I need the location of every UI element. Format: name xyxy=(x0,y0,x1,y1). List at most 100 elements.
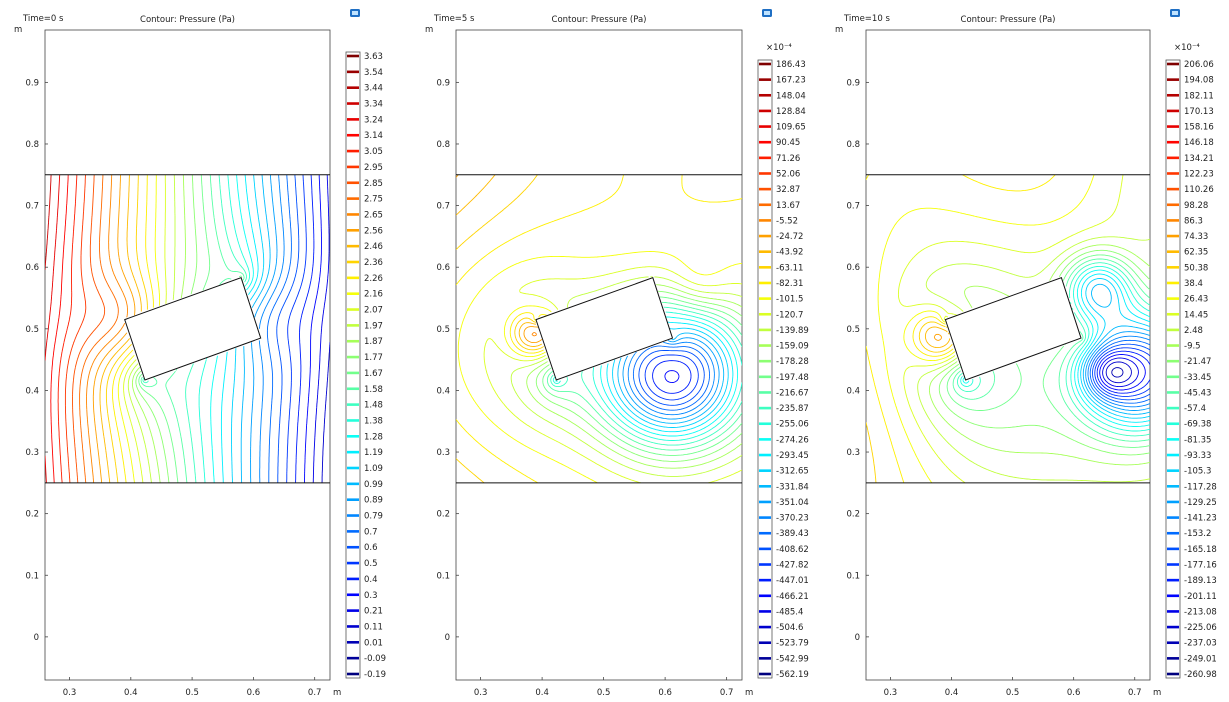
x-tick-label: 0.6 xyxy=(247,688,261,698)
colorbar-swatch xyxy=(1167,328,1179,332)
contour-level-21 xyxy=(928,244,1150,466)
colorbar-label: -43.92 xyxy=(776,248,803,258)
colorbar-label: -389.43 xyxy=(776,529,809,539)
colorbar-swatch xyxy=(759,391,771,394)
colorbar-label: 2.65 xyxy=(364,210,383,220)
colorbar-swatch xyxy=(347,545,359,549)
colorbar-swatch xyxy=(1167,672,1179,676)
colorbar-label: 0.5 xyxy=(364,559,378,569)
colorbar-swatch xyxy=(347,213,359,216)
colorbar-label: -0.19 xyxy=(364,670,386,680)
y-tick-label: 0.4 xyxy=(436,386,450,396)
colorbar-label: 122.23 xyxy=(1184,169,1214,179)
x-tick-label: 0.4 xyxy=(945,688,959,698)
colorbar-label: -237.03 xyxy=(1184,639,1217,649)
y-tick-label: 0.9 xyxy=(846,78,860,88)
colorbar-swatch xyxy=(759,578,771,582)
colorbar-swatch xyxy=(759,657,771,660)
contour-panel-2: Time=10 s Contour: Pressure (Pa) 0.3 0.4 0.5… xyxy=(835,9,1217,698)
colorbar-frame xyxy=(1165,59,1181,679)
export-image-icon[interactable] xyxy=(762,9,772,17)
colorbar-swatch xyxy=(759,172,771,175)
x-tick-label: 0.5 xyxy=(185,688,199,698)
colorbar-label: 3.44 xyxy=(364,84,383,94)
contour-level-20 xyxy=(135,174,198,483)
contour-level-10 xyxy=(258,174,285,483)
y-tick-label: 0.7 xyxy=(846,202,860,212)
colorbar-label: -120.7 xyxy=(776,310,803,320)
colorbar-swatch xyxy=(1167,500,1179,504)
colorbar-label: -201.11 xyxy=(1184,592,1217,602)
colorbar-label: -562.19 xyxy=(776,670,809,680)
colorbar-swatch xyxy=(1167,312,1179,316)
colorbar-swatch xyxy=(347,149,359,153)
colorbar-swatch xyxy=(759,328,771,332)
colorbar-swatch xyxy=(759,547,771,551)
y-tick-label: 0.1 xyxy=(25,571,39,581)
colorbar-label: -351.04 xyxy=(776,498,809,508)
contour-level-24 xyxy=(457,251,742,483)
colorbar-swatch xyxy=(759,156,771,160)
export-icon-screen xyxy=(764,11,770,15)
chart-title: Contour: Pressure (Pa) xyxy=(552,15,647,25)
contour-level-22 xyxy=(510,276,742,477)
colorbar-label: 2.95 xyxy=(364,163,383,173)
colorbar-swatch xyxy=(1167,422,1179,426)
colorbar-swatch xyxy=(347,641,359,644)
colorbar-label: 2.07 xyxy=(364,306,383,316)
colorbar-label: -213.08 xyxy=(1184,607,1217,617)
colorbar-swatch xyxy=(759,250,771,253)
colorbar-swatch xyxy=(347,498,359,501)
x-unit-label: m xyxy=(1153,688,1161,698)
colorbar-swatch xyxy=(759,375,771,379)
colorbar-swatch xyxy=(759,62,771,66)
colorbar-swatch xyxy=(1167,469,1179,472)
colorbar-swatch xyxy=(1167,610,1179,613)
colorbar-label: 2.75 xyxy=(364,195,383,205)
colorbar-label: 1.87 xyxy=(364,337,383,347)
contour-level-10 xyxy=(627,341,715,416)
colorbar-swatch xyxy=(1167,344,1179,347)
contour-lines xyxy=(45,174,330,483)
contour-level-3 xyxy=(1105,361,1132,384)
contour-level-19 xyxy=(542,296,742,456)
colorbar-swatch xyxy=(759,500,771,504)
obstacle xyxy=(535,277,674,381)
colorbar-multiplier: ×10⁻⁴ xyxy=(1174,43,1200,53)
colorbar-swatch xyxy=(759,516,771,519)
colorbar-swatch xyxy=(1167,62,1179,66)
y-tick-label: 0 xyxy=(855,633,860,643)
colorbar-label: 62.35 xyxy=(1184,248,1208,258)
colorbar-swatch xyxy=(759,297,771,300)
x-tick-label: 0.5 xyxy=(1006,688,1020,698)
colorbar-swatch xyxy=(759,281,771,285)
colorbar-label: -235.87 xyxy=(776,404,809,414)
colorbar-label: -82.31 xyxy=(776,279,803,289)
contour-level-2 xyxy=(1111,367,1124,378)
colorbar-label: 71.26 xyxy=(776,154,800,164)
colorbar-swatch xyxy=(759,485,771,488)
contour-level-19 xyxy=(946,254,1150,448)
colorbar-swatch xyxy=(347,118,359,121)
colorbar-label: 134.21 xyxy=(1184,154,1214,164)
colorbar-swatch xyxy=(347,435,359,438)
export-image-icon[interactable] xyxy=(350,9,360,17)
x-unit-label: m xyxy=(745,688,753,698)
contour-level-18 xyxy=(546,301,742,451)
contour-level-15 xyxy=(210,174,254,483)
colorbar-label: 52.06 xyxy=(776,169,800,179)
colorbar-label: 3.63 xyxy=(364,52,383,62)
colorbar-swatch xyxy=(1167,453,1179,457)
contour-level-12 xyxy=(240,174,271,483)
colorbar-label: -101.5 xyxy=(776,295,803,305)
colorbar-label: 2.26 xyxy=(364,274,383,284)
contour-level-17 xyxy=(142,174,247,483)
y-unit-label: m xyxy=(14,25,22,35)
export-image-icon[interactable] xyxy=(1170,9,1180,17)
contour-level-27 xyxy=(99,174,142,483)
y-tick-label: 0.9 xyxy=(25,78,39,88)
colorbar-swatch xyxy=(347,403,359,406)
colorbar-swatch xyxy=(759,93,771,97)
colorbar-label: -189.13 xyxy=(1184,576,1217,586)
